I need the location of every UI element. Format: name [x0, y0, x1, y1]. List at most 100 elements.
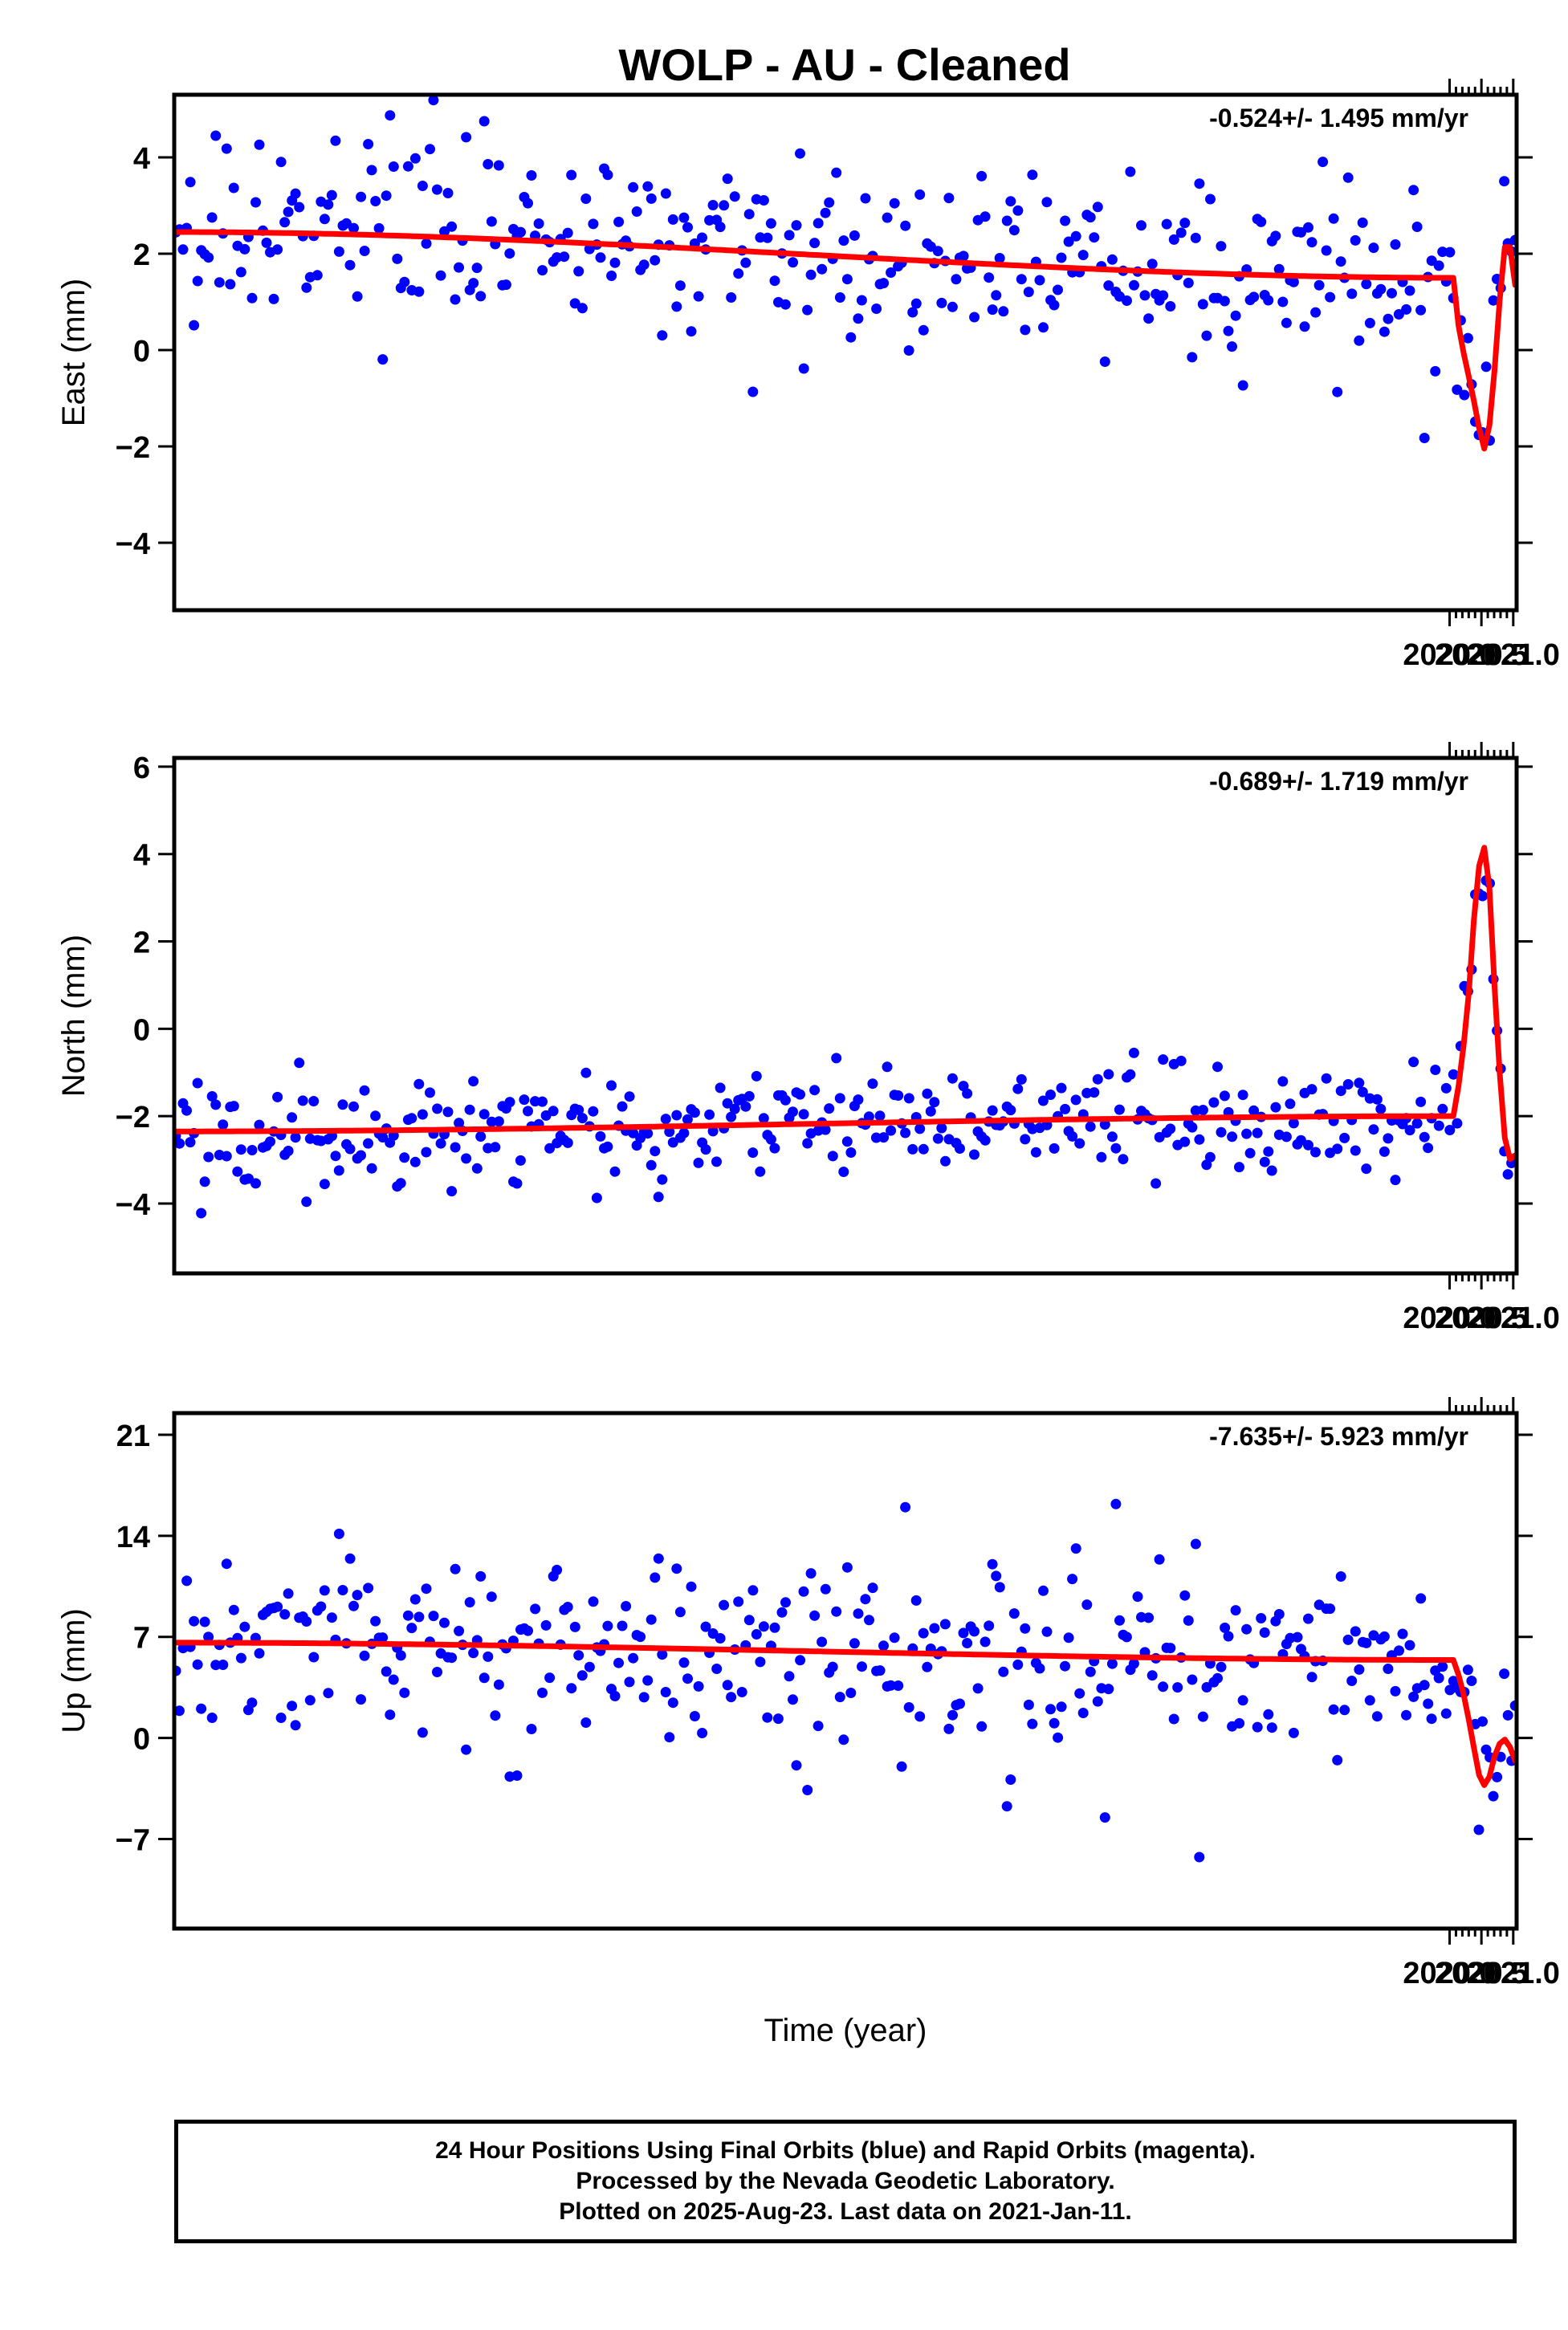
- data-point: [602, 1620, 613, 1631]
- data-point: [849, 230, 860, 241]
- data-point: [1423, 1698, 1434, 1709]
- data-point: [856, 295, 867, 306]
- data-point: [475, 1570, 487, 1582]
- data-point: [301, 282, 312, 293]
- data-point: [896, 1761, 907, 1772]
- data-point: [1227, 341, 1237, 352]
- data-point: [704, 1109, 715, 1120]
- data-point: [1379, 1631, 1390, 1642]
- data-point: [562, 1137, 573, 1148]
- data-point: [206, 1091, 218, 1102]
- data-point: [903, 1093, 914, 1104]
- data-point: [409, 153, 421, 164]
- data-point: [308, 1096, 320, 1106]
- data-point: [214, 277, 225, 288]
- data-point: [515, 226, 526, 238]
- data-point: [755, 1656, 766, 1668]
- data-point: [275, 157, 287, 168]
- data-point: [1339, 1705, 1350, 1716]
- data-point: [385, 110, 396, 121]
- data-point: [918, 1143, 929, 1155]
- y-tick-label: −7: [116, 1824, 150, 1858]
- data-point: [1049, 1143, 1060, 1154]
- data-point: [831, 1053, 842, 1064]
- x-tick-label: 2020.5: [1435, 1301, 1528, 1335]
- data-point: [1045, 1704, 1056, 1715]
- data-point: [798, 363, 809, 374]
- data-point: [189, 320, 200, 331]
- data-point: [719, 200, 730, 211]
- data-point: [1158, 1054, 1169, 1065]
- data-point: [624, 1676, 635, 1688]
- data-point: [1415, 304, 1427, 316]
- data-point: [468, 278, 479, 289]
- data-point: [544, 1672, 556, 1684]
- data-point: [363, 139, 374, 149]
- data-point: [707, 200, 719, 210]
- data-point: [363, 1138, 373, 1149]
- data-point: [1477, 890, 1489, 902]
- data-point: [697, 1728, 708, 1738]
- data-point: [1321, 1073, 1332, 1084]
- data-point: [1121, 1631, 1132, 1643]
- data-point: [1256, 1613, 1267, 1623]
- data-point: [548, 1106, 559, 1117]
- data-point: [1477, 1716, 1488, 1727]
- data-point: [1175, 227, 1187, 238]
- data-point: [802, 1785, 813, 1795]
- data-point: [1263, 1146, 1274, 1157]
- data-point: [439, 1617, 450, 1628]
- data-point: [552, 1564, 563, 1575]
- data-point: [1375, 283, 1387, 295]
- data-point: [1393, 309, 1404, 320]
- data-point: [813, 1721, 824, 1732]
- data-point: [1488, 295, 1499, 306]
- data-point: [1070, 1543, 1081, 1554]
- data-point: [1408, 185, 1419, 196]
- data-point: [1433, 1672, 1444, 1684]
- data-point: [769, 1143, 780, 1154]
- data-point: [1404, 285, 1415, 296]
- data-point: [940, 1155, 951, 1167]
- data-point: [809, 238, 821, 249]
- data-point: [1122, 295, 1132, 306]
- data-point: [903, 345, 914, 356]
- data-point: [1005, 1774, 1016, 1785]
- data-point: [290, 1132, 301, 1143]
- data-point: [326, 189, 337, 201]
- data-point: [849, 1638, 860, 1649]
- data-point: [809, 1610, 821, 1621]
- data-point: [602, 1141, 613, 1152]
- data-point: [196, 1208, 207, 1219]
- data-point: [228, 1101, 239, 1112]
- data-point: [1419, 1131, 1430, 1143]
- data-point: [955, 1143, 965, 1154]
- data-point: [1016, 1073, 1027, 1085]
- data-point: [402, 1610, 413, 1621]
- data-point: [490, 1142, 501, 1153]
- data-point: [1310, 1147, 1321, 1158]
- y-tick-label: 7: [133, 1622, 150, 1656]
- data-point: [1099, 1119, 1110, 1130]
- data-point: [987, 304, 998, 316]
- data-point: [1263, 295, 1274, 306]
- data-point: [617, 1620, 628, 1631]
- data-point: [254, 139, 265, 150]
- data-point: [1361, 1637, 1372, 1648]
- data-point: [765, 218, 776, 229]
- data-point: [392, 253, 403, 264]
- data-point: [1106, 254, 1118, 265]
- data-point: [1383, 313, 1394, 324]
- data-point: [1310, 307, 1322, 318]
- data-point: [1397, 1628, 1408, 1640]
- data-point: [1350, 1626, 1361, 1637]
- data-point: [370, 1615, 381, 1627]
- data-point: [642, 1675, 654, 1686]
- data-point: [657, 1649, 668, 1660]
- data-point: [1444, 246, 1456, 258]
- data-point: [218, 1660, 229, 1670]
- data-point: [1342, 1634, 1354, 1645]
- data-point: [1197, 1711, 1208, 1722]
- data-point: [1492, 1771, 1503, 1782]
